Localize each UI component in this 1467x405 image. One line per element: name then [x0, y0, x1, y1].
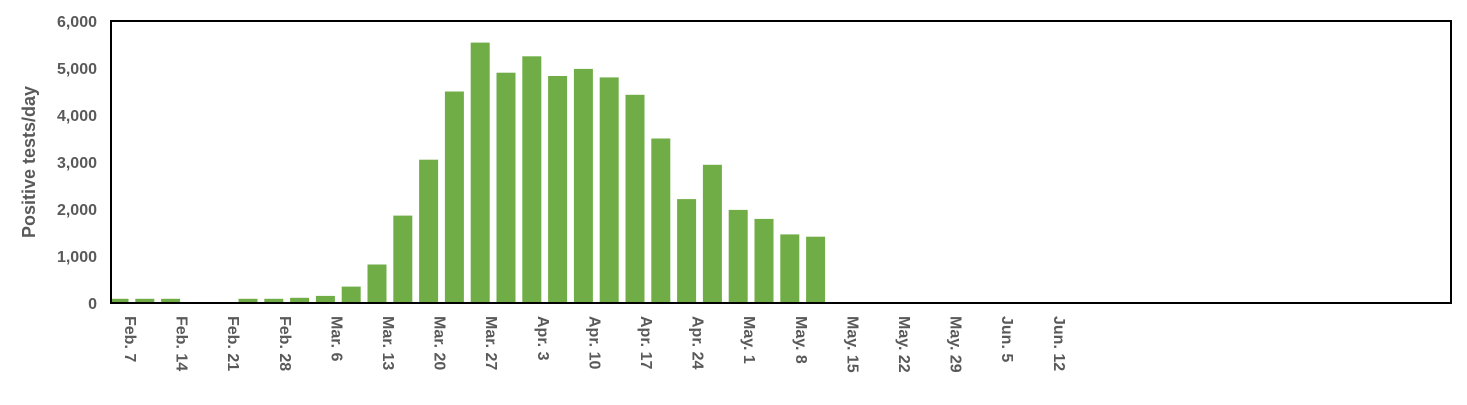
- plot-frame: [110, 20, 1452, 304]
- x-tick-label: Apr. 3: [534, 316, 551, 361]
- bar-series: [111, 42, 826, 304]
- bar: [677, 199, 697, 303]
- y-axis-title: Positive tests/day: [19, 86, 39, 238]
- bar: [573, 68, 593, 304]
- bar: [496, 72, 516, 303]
- y-tick-label: 3,000: [57, 155, 97, 172]
- x-tick-label: Mar. 6: [327, 316, 344, 361]
- bar: [651, 138, 671, 303]
- y-tick-label: 6,000: [57, 14, 97, 31]
- x-tick-label: May. 8: [792, 316, 809, 364]
- bar: [599, 77, 619, 304]
- bar: [341, 286, 361, 303]
- bar: [470, 42, 490, 303]
- x-tick-label: May. 22: [895, 316, 912, 373]
- bar: [806, 236, 826, 303]
- y-tick-label: 1,000: [57, 249, 97, 266]
- x-tick-label: Mar. 27: [482, 316, 499, 370]
- x-tick-label: Feb. 28: [276, 316, 293, 371]
- x-tick-label: Feb. 21: [224, 316, 241, 371]
- bar: [111, 298, 129, 303]
- bar: [264, 298, 284, 303]
- bar: [393, 215, 413, 303]
- x-tick-label: May. 29: [947, 316, 964, 373]
- x-tick-label: Jun. 5: [998, 316, 1015, 362]
- x-tick-label: May. 1: [740, 316, 757, 364]
- x-tick-label: Feb. 7: [121, 316, 138, 362]
- bar: [135, 298, 155, 303]
- x-tick-label: Apr. 24: [689, 316, 706, 369]
- bar: [367, 264, 387, 303]
- y-tick-label: 0: [88, 296, 97, 313]
- bar: [419, 159, 439, 303]
- x-tick-label: May. 15: [843, 316, 860, 373]
- bar: [780, 234, 800, 303]
- y-tick-label: 5,000: [57, 61, 97, 78]
- bar: [444, 91, 464, 303]
- x-tick-label: Apr. 10: [585, 316, 602, 369]
- y-tick-label: 4,000: [57, 108, 97, 125]
- bar: [754, 218, 774, 303]
- x-tick-label: Feb. 14: [173, 316, 190, 371]
- bar: [625, 94, 645, 303]
- x-tick-label: Apr. 17: [637, 316, 654, 369]
- x-tick-label: Mar. 20: [431, 316, 448, 370]
- bar: [290, 297, 310, 303]
- bar: [522, 56, 542, 304]
- x-tick-label: Mar. 13: [379, 316, 396, 370]
- x-axis: Feb. 7 Feb. 14 Feb. 21 Feb. 28 Mar. 6 Mar. 13…: [121, 316, 1067, 373]
- bar: [315, 295, 335, 303]
- bar: [548, 76, 568, 303]
- bar: [702, 164, 722, 303]
- y-axis: 0 1,000 2,000 3,000 4,000 5,000 6,000: [57, 14, 97, 313]
- bar: [161, 298, 181, 303]
- bar: [728, 209, 748, 303]
- bar: [238, 298, 258, 303]
- x-tick-label: Jun. 12: [1050, 316, 1067, 371]
- y-tick-label: 2,000: [57, 202, 97, 219]
